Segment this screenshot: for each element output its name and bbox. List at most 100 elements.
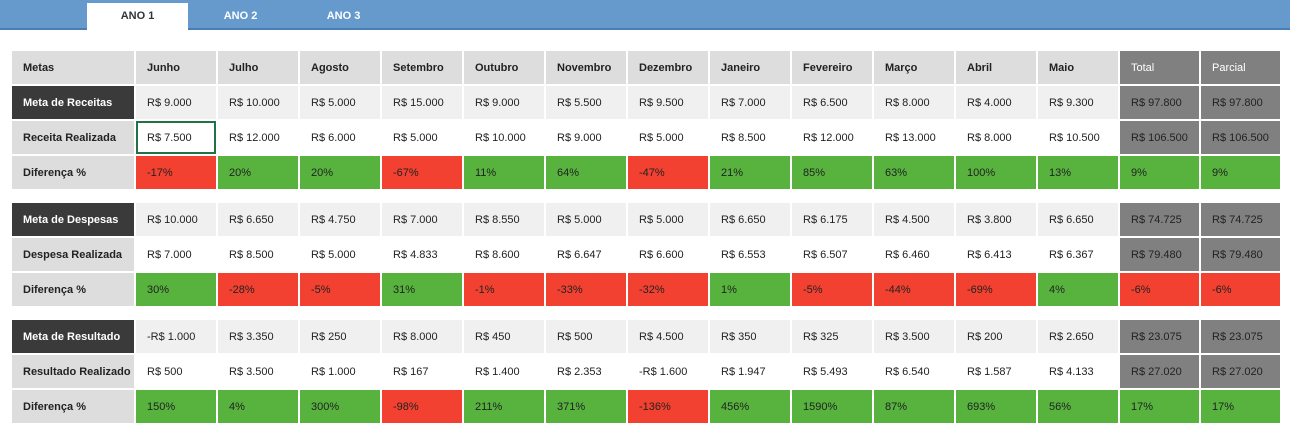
diferenca-cell[interactable]: -5% <box>300 273 380 306</box>
diferenca-cell[interactable]: -136% <box>628 390 708 423</box>
meta-cell[interactable]: R$ 9.000 <box>464 86 544 119</box>
parcial-cell[interactable]: 9% <box>1201 156 1280 189</box>
diferenca-cell[interactable]: 1590% <box>792 390 872 423</box>
realizado-cell[interactable]: R$ 9.000 <box>546 121 626 154</box>
diferenca-cell[interactable]: 371% <box>546 390 626 423</box>
realizado-cell[interactable]: R$ 8.500 <box>218 238 298 271</box>
total-cell[interactable]: R$ 74.725 <box>1120 203 1199 236</box>
realizado-cell[interactable]: -R$ 1.600 <box>628 355 708 388</box>
realizado-cell[interactable]: R$ 5.493 <box>792 355 872 388</box>
diferenca-cell[interactable]: 11% <box>464 156 544 189</box>
diferenca-cell[interactable]: 4% <box>1038 273 1118 306</box>
diferenca-cell[interactable]: -5% <box>792 273 872 306</box>
realizado-cell[interactable]: R$ 6.647 <box>546 238 626 271</box>
diferenca-cell[interactable]: 13% <box>1038 156 1118 189</box>
total-cell[interactable]: R$ 79.480 <box>1120 238 1199 271</box>
meta-cell[interactable]: R$ 5.000 <box>628 203 708 236</box>
total-cell[interactable]: R$ 23.075 <box>1120 320 1199 353</box>
realizado-cell[interactable]: R$ 10.000 <box>464 121 544 154</box>
meta-cell[interactable]: R$ 2.650 <box>1038 320 1118 353</box>
realizado-cell[interactable]: R$ 8.000 <box>956 121 1036 154</box>
meta-cell[interactable]: R$ 7.000 <box>710 86 790 119</box>
diferenca-cell[interactable]: 21% <box>710 156 790 189</box>
realizado-cell[interactable]: R$ 1.400 <box>464 355 544 388</box>
realizado-cell[interactable]: R$ 6.600 <box>628 238 708 271</box>
diferenca-cell[interactable]: -69% <box>956 273 1036 306</box>
diferenca-cell[interactable]: 85% <box>792 156 872 189</box>
realizado-cell[interactable]: R$ 6.460 <box>874 238 954 271</box>
tab-ano-1[interactable]: ANO 1 <box>87 3 188 30</box>
parcial-cell[interactable]: R$ 74.725 <box>1201 203 1280 236</box>
parcial-cell[interactable]: R$ 106.500 <box>1201 121 1280 154</box>
diferenca-cell[interactable]: 100% <box>956 156 1036 189</box>
realizado-cell[interactable]: R$ 12.000 <box>792 121 872 154</box>
diferenca-cell[interactable]: -98% <box>382 390 462 423</box>
meta-cell[interactable]: R$ 9.500 <box>628 86 708 119</box>
realizado-cell[interactable]: R$ 6.367 <box>1038 238 1118 271</box>
meta-cell[interactable]: R$ 450 <box>464 320 544 353</box>
meta-cell[interactable]: R$ 5.000 <box>546 203 626 236</box>
realizado-cell[interactable]: R$ 6.413 <box>956 238 1036 271</box>
total-cell[interactable]: R$ 106.500 <box>1120 121 1199 154</box>
total-cell[interactable]: 17% <box>1120 390 1199 423</box>
diferenca-cell[interactable]: 693% <box>956 390 1036 423</box>
parcial-cell[interactable]: R$ 97.800 <box>1201 86 1280 119</box>
meta-cell[interactable]: R$ 3.800 <box>956 203 1036 236</box>
realizado-cell[interactable]: R$ 4.833 <box>382 238 462 271</box>
meta-cell[interactable]: R$ 350 <box>710 320 790 353</box>
meta-cell[interactable]: -R$ 1.000 <box>136 320 216 353</box>
meta-cell[interactable]: R$ 8.000 <box>874 86 954 119</box>
parcial-cell[interactable]: 17% <box>1201 390 1280 423</box>
meta-cell[interactable]: R$ 9.300 <box>1038 86 1118 119</box>
meta-cell[interactable]: R$ 4.500 <box>874 203 954 236</box>
meta-cell[interactable]: R$ 5.000 <box>300 86 380 119</box>
parcial-cell[interactable]: R$ 23.075 <box>1201 320 1280 353</box>
realizado-cell[interactable]: R$ 2.353 <box>546 355 626 388</box>
meta-cell[interactable]: R$ 15.000 <box>382 86 462 119</box>
realizado-cell[interactable]: R$ 1.000 <box>300 355 380 388</box>
meta-cell[interactable]: R$ 500 <box>546 320 626 353</box>
tab-ano-3[interactable]: ANO 3 <box>326 10 361 22</box>
meta-cell[interactable]: R$ 6.650 <box>710 203 790 236</box>
meta-cell[interactable]: R$ 3.500 <box>874 320 954 353</box>
realizado-cell[interactable]: R$ 6.000 <box>300 121 380 154</box>
realizado-cell[interactable]: R$ 6.507 <box>792 238 872 271</box>
realizado-cell[interactable]: R$ 5.000 <box>382 121 462 154</box>
total-cell[interactable]: R$ 27.020 <box>1120 355 1199 388</box>
diferenca-cell[interactable]: 1% <box>710 273 790 306</box>
diferenca-cell[interactable]: 211% <box>464 390 544 423</box>
total-cell[interactable]: 9% <box>1120 156 1199 189</box>
meta-cell[interactable]: R$ 7.000 <box>382 203 462 236</box>
realizado-cell[interactable]: R$ 13.000 <box>874 121 954 154</box>
diferenca-cell[interactable]: -28% <box>218 273 298 306</box>
meta-cell[interactable]: R$ 200 <box>956 320 1036 353</box>
meta-cell[interactable]: R$ 10.000 <box>218 86 298 119</box>
meta-cell[interactable]: R$ 5.500 <box>546 86 626 119</box>
diferenca-cell[interactable]: 56% <box>1038 390 1118 423</box>
diferenca-cell[interactable]: 20% <box>300 156 380 189</box>
diferenca-cell[interactable]: 4% <box>218 390 298 423</box>
diferenca-cell[interactable]: -32% <box>628 273 708 306</box>
tab-ano-2[interactable]: ANO 2 <box>223 10 258 22</box>
parcial-cell[interactable]: R$ 27.020 <box>1201 355 1280 388</box>
diferenca-cell[interactable]: 87% <box>874 390 954 423</box>
meta-cell[interactable]: R$ 8.000 <box>382 320 462 353</box>
diferenca-cell[interactable]: 456% <box>710 390 790 423</box>
realizado-cell[interactable]: R$ 7.500 <box>136 121 216 154</box>
meta-cell[interactable]: R$ 4.000 <box>956 86 1036 119</box>
realizado-cell[interactable]: R$ 167 <box>382 355 462 388</box>
realizado-cell[interactable]: R$ 12.000 <box>218 121 298 154</box>
realizado-cell[interactable]: R$ 6.540 <box>874 355 954 388</box>
realizado-cell[interactable]: R$ 5.000 <box>628 121 708 154</box>
realizado-cell[interactable]: R$ 8.600 <box>464 238 544 271</box>
realizado-cell[interactable]: R$ 5.000 <box>300 238 380 271</box>
diferenca-cell[interactable]: 31% <box>382 273 462 306</box>
parcial-cell[interactable]: R$ 79.480 <box>1201 238 1280 271</box>
diferenca-cell[interactable]: 300% <box>300 390 380 423</box>
realizado-cell[interactable]: R$ 4.133 <box>1038 355 1118 388</box>
diferenca-cell[interactable]: -17% <box>136 156 216 189</box>
total-cell[interactable]: -6% <box>1120 273 1199 306</box>
diferenca-cell[interactable]: 30% <box>136 273 216 306</box>
meta-cell[interactable]: R$ 6.650 <box>1038 203 1118 236</box>
diferenca-cell[interactable]: -44% <box>874 273 954 306</box>
